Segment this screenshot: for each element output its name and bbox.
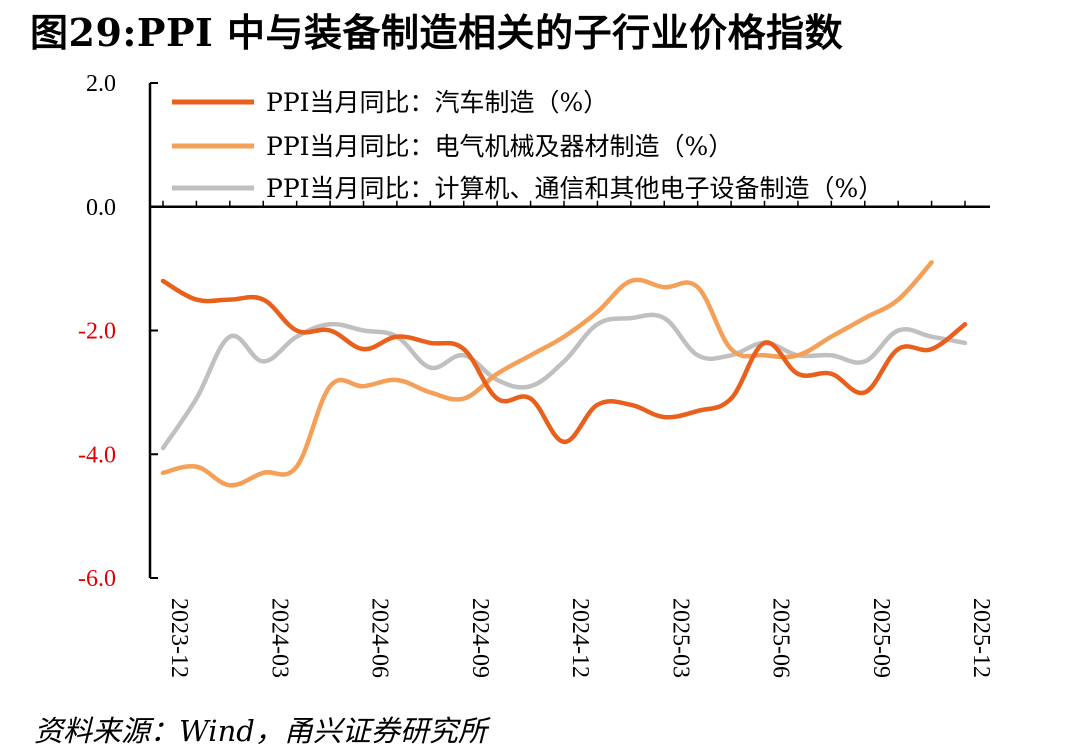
x-tick-label: 2025-12 <box>968 598 994 678</box>
source-note: 资料来源：Wind，甬兴证券研究所 <box>34 714 487 748</box>
series-line-1 <box>160 278 968 445</box>
legend-label-1: PPI当月同比：汽车制造（%） <box>266 88 608 117</box>
series-line-3 <box>160 312 968 451</box>
x-tick-label: 2025-09 <box>868 598 894 678</box>
y-tick-labels: 2.0 0.0 -2.0 -4.0 -6.0 <box>78 71 116 592</box>
y-tick-label: -4.0 <box>78 442 116 468</box>
x-tick-label: 2025-06 <box>768 598 794 678</box>
x-tick-label: 2024-06 <box>367 598 393 678</box>
chart-axes <box>148 82 990 579</box>
y-tick-label: -2.0 <box>78 319 116 345</box>
x-tick-label: 2024-03 <box>266 598 292 678</box>
x-tick-labels: 2023-12 2024-03 2024-06 2024-09 2024-12 2025-… <box>166 598 994 678</box>
y-tick-label: 0.0 <box>86 195 116 221</box>
y-tick-label: -6.0 <box>78 566 116 592</box>
series-line-2 <box>160 260 934 488</box>
series-lines <box>160 260 968 488</box>
x-tick-label: 2024-09 <box>467 598 493 678</box>
chart-title: 图29:PPI 中与装备制造相关的子行业价格指数 <box>30 10 844 55</box>
x-tick-label: 2024-12 <box>567 598 593 678</box>
line-chart: 2.0 0.0 -2.0 -4.0 -6.0 2023-12 2024-03 2024-06… <box>78 71 994 678</box>
x-tick-label: 2023-12 <box>166 598 192 678</box>
y-tick-label: 2.0 <box>86 71 116 97</box>
x-tick-label: 2025-03 <box>667 598 693 678</box>
legend-label-2: PPI当月同比：电气机械及器材制造（%） <box>266 132 733 161</box>
legend-label-3: PPI当月同比：计算机、通信和其他电子设备制造（%） <box>266 174 883 203</box>
legend: PPI当月同比：汽车制造（%） PPI当月同比：电气机械及器材制造（%） PPI当月… <box>172 88 883 203</box>
